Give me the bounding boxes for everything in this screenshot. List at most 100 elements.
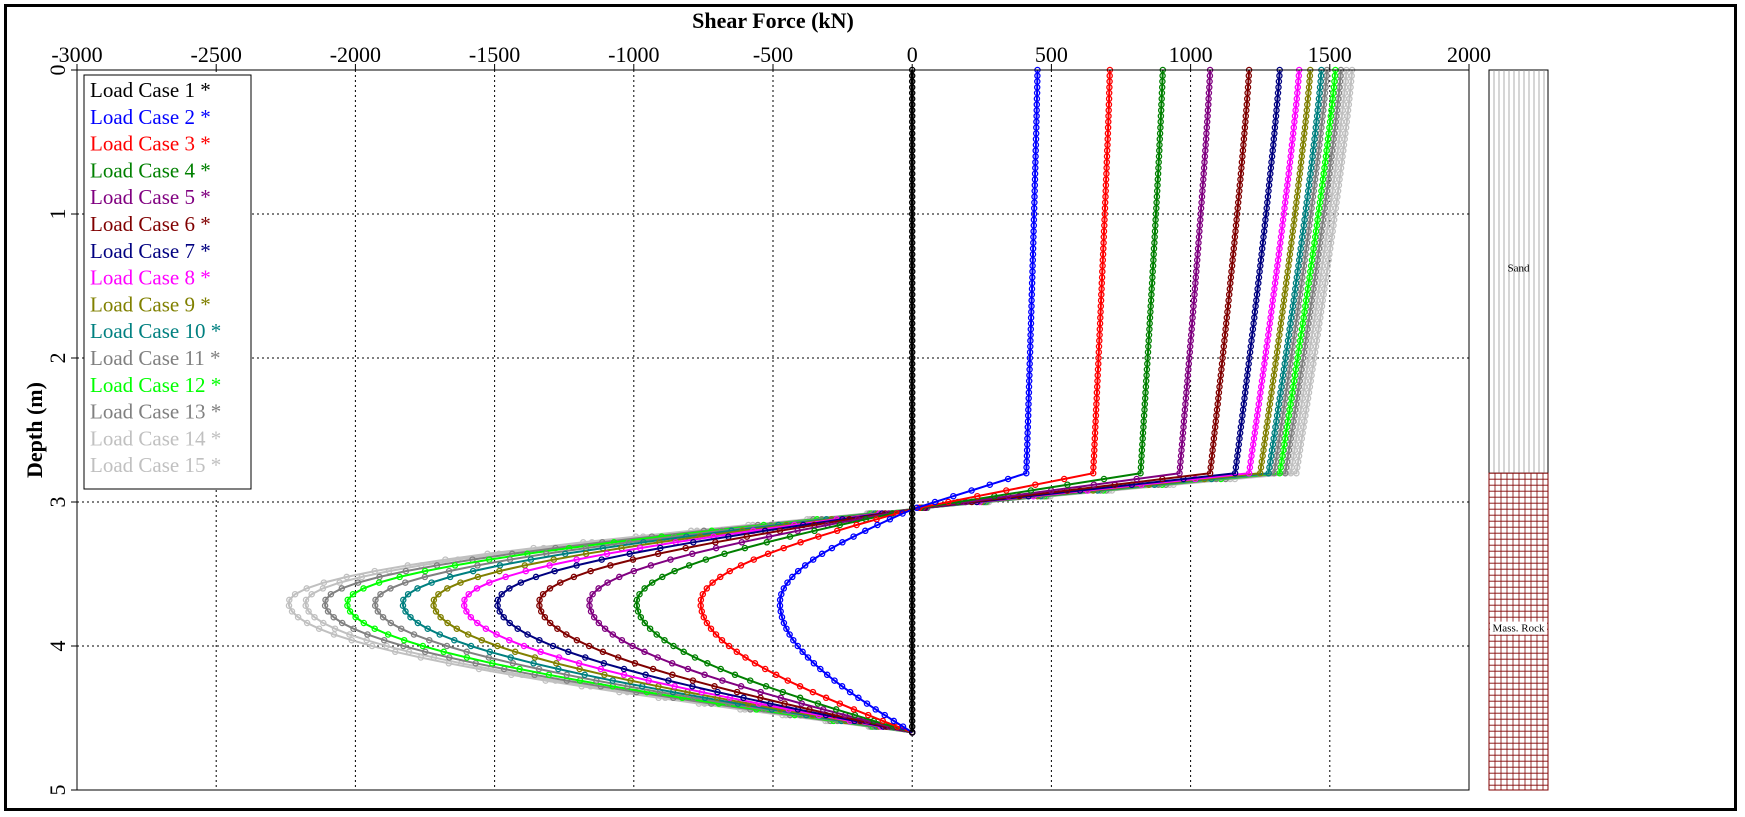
data-point — [463, 648, 470, 656]
data-point — [886, 516, 894, 523]
data-point — [1251, 308, 1259, 316]
data-point — [285, 602, 293, 609]
data-point — [1225, 297, 1232, 304]
data-point — [1215, 395, 1222, 402]
data-point — [443, 642, 451, 650]
data-point — [667, 556, 674, 563]
data-point — [700, 613, 708, 621]
data-point — [402, 579, 409, 586]
data-point — [463, 608, 470, 615]
data-point — [642, 671, 649, 679]
data-point — [797, 539, 804, 546]
data-point — [546, 619, 554, 627]
data-point — [855, 694, 862, 702]
data-point — [780, 585, 788, 592]
data-point — [1271, 279, 1279, 287]
data-point — [864, 711, 872, 719]
data-point — [850, 706, 858, 713]
data-point — [453, 625, 461, 632]
data-point — [331, 625, 339, 632]
data-point — [498, 590, 505, 598]
data-point — [410, 631, 418, 638]
data-point — [338, 619, 346, 627]
x-tick-label: -2500 — [191, 42, 242, 67]
data-point — [838, 683, 846, 690]
data-point — [1225, 291, 1233, 298]
data-point — [931, 498, 939, 506]
data-point — [1250, 435, 1258, 442]
legend-entry: Load Case 4 * — [90, 158, 211, 182]
data-point — [1287, 320, 1294, 327]
data-point — [794, 642, 801, 650]
data-point — [1309, 251, 1316, 258]
data-point — [762, 683, 770, 690]
data-point — [1291, 118, 1298, 126]
data-point — [1004, 475, 1012, 483]
data-point — [908, 729, 916, 736]
data-point — [1303, 107, 1311, 114]
data-point — [1133, 475, 1140, 483]
data-point — [634, 608, 642, 615]
data-point — [1256, 469, 1264, 477]
data-point — [535, 665, 543, 673]
data-point — [1249, 441, 1257, 448]
data-point — [506, 636, 513, 644]
data-point — [1266, 464, 1273, 471]
data-point — [397, 625, 405, 632]
data-point — [1263, 204, 1270, 212]
data-point — [1292, 366, 1300, 373]
data-point — [796, 694, 804, 702]
series-load-case-8 — [460, 66, 1303, 736]
data-point — [595, 585, 602, 592]
data-point — [804, 654, 812, 661]
data-point — [1237, 176, 1244, 183]
data-point — [1216, 377, 1224, 385]
data-point — [1303, 291, 1311, 298]
data-point — [1266, 320, 1274, 327]
data-point — [1289, 383, 1297, 391]
data-point — [1284, 176, 1292, 183]
data-point — [1253, 291, 1261, 298]
data-point — [659, 573, 666, 581]
legend-entry: Load Case 7 * — [90, 239, 211, 263]
data-point — [1318, 181, 1326, 189]
data-point — [1262, 210, 1270, 218]
data-point — [330, 613, 337, 621]
series-line — [324, 69, 1342, 734]
data-point — [1311, 233, 1319, 241]
data-point — [1213, 412, 1220, 419]
data-point — [549, 642, 557, 650]
data-point — [451, 636, 458, 644]
data-point — [1282, 354, 1289, 362]
legend-entry: Load Case 1 * — [90, 78, 211, 102]
data-point — [1245, 469, 1253, 477]
data-point — [465, 590, 472, 598]
data-point — [811, 527, 818, 535]
data-point — [521, 562, 529, 569]
data-point — [1305, 181, 1313, 189]
data-point — [609, 677, 616, 684]
data-point — [784, 677, 792, 684]
data-point — [1324, 135, 1332, 143]
x-tick-label: 500 — [1035, 42, 1068, 67]
data-point — [717, 573, 724, 581]
soil-label-bg — [1490, 621, 1547, 635]
data-point — [1330, 89, 1337, 97]
data-point — [784, 579, 791, 586]
data-point — [421, 573, 429, 581]
data-point — [1275, 337, 1282, 344]
data-point — [1207, 464, 1214, 471]
data-point — [474, 573, 482, 581]
data-point — [288, 608, 296, 615]
data-point — [1265, 181, 1273, 189]
data-point — [531, 654, 539, 661]
soil-layer-2: Mass. Rock — [1488, 472, 1549, 791]
series-load-case-12 — [344, 66, 1339, 736]
data-point — [607, 562, 614, 569]
data-point — [1302, 118, 1309, 126]
data-point — [1264, 337, 1271, 344]
data-point — [1286, 251, 1294, 258]
data-point — [780, 544, 787, 552]
data-point — [303, 619, 311, 627]
data-point — [1293, 193, 1301, 200]
